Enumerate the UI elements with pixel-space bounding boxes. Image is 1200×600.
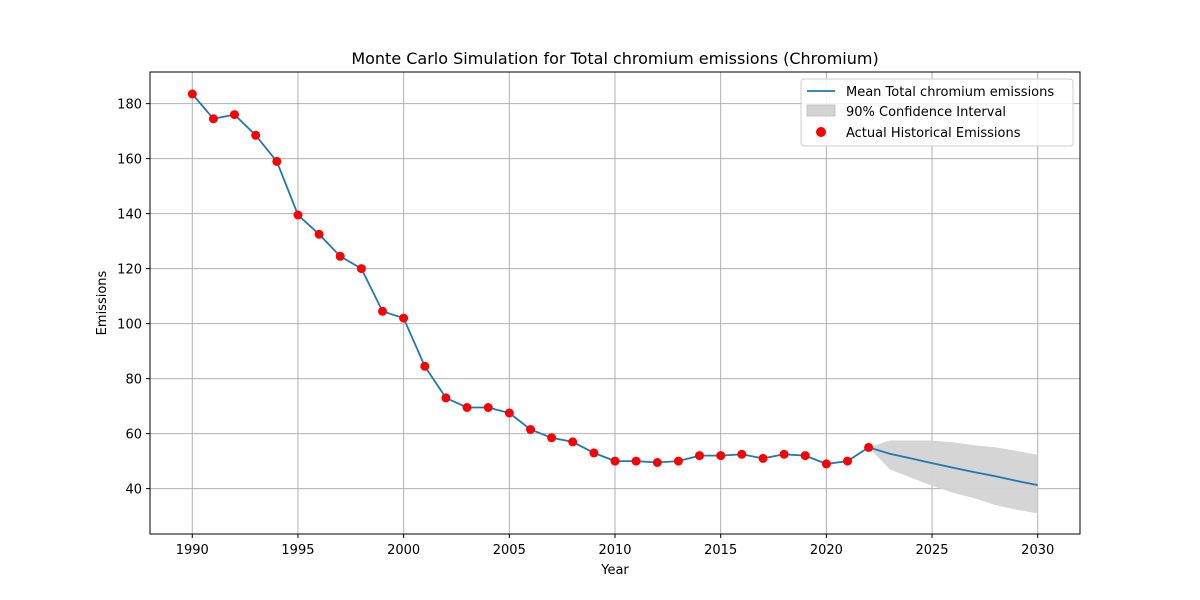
historical-point xyxy=(631,456,641,466)
y-tick-label: 120 xyxy=(117,263,142,278)
grid xyxy=(150,72,1080,534)
historical-point xyxy=(800,451,810,461)
historical-point xyxy=(695,451,704,461)
historical-point xyxy=(420,361,430,371)
x-tick-label: 2000 xyxy=(387,543,420,558)
y-tick-label: 60 xyxy=(125,428,142,443)
legend-marker-swatch xyxy=(816,127,826,137)
legend: Mean Total chromium emissions 90% Confid… xyxy=(800,78,1074,147)
x-tick-label: 2015 xyxy=(704,543,737,558)
historical-point xyxy=(441,393,451,403)
y-tick-label: 160 xyxy=(117,153,142,168)
x-tick-label: 1995 xyxy=(281,543,314,558)
historical-point xyxy=(462,403,472,412)
historical-point xyxy=(821,459,831,469)
y-tick-label: 100 xyxy=(117,318,142,333)
legend-box xyxy=(800,78,1074,147)
y-tick-label: 40 xyxy=(125,483,142,498)
historical-point xyxy=(378,306,387,316)
y-tick-label: 140 xyxy=(117,208,142,223)
y-axis-ticks: 40 60 80 100 120 140 160 180 xyxy=(117,98,150,498)
x-tick-label: 2030 xyxy=(1021,543,1054,558)
historical-points xyxy=(187,89,874,469)
historical-point xyxy=(272,156,282,166)
legend-label-actual: Actual Historical Emissions xyxy=(846,126,1021,141)
legend-label-interval: 90% Confidence Interval xyxy=(846,105,1006,120)
x-tick-label: 2010 xyxy=(598,543,631,558)
historical-point xyxy=(208,114,218,124)
x-tick-label: 2020 xyxy=(810,543,843,558)
historical-point xyxy=(737,449,747,459)
historical-point xyxy=(568,437,578,447)
historical-point xyxy=(187,89,197,99)
x-tick-label: 1990 xyxy=(176,543,209,558)
historical-point xyxy=(399,313,409,323)
historical-point xyxy=(251,130,261,140)
historical-point xyxy=(504,408,514,418)
historical-point xyxy=(230,110,239,120)
x-tick-label: 2025 xyxy=(915,543,948,558)
x-axis-label: Year xyxy=(600,563,629,578)
y-tick-label: 80 xyxy=(125,373,142,388)
historical-point xyxy=(652,458,662,467)
historical-point xyxy=(314,229,324,239)
legend-label-mean: Mean Total chromium emissions xyxy=(846,85,1054,100)
historical-point xyxy=(526,425,535,434)
historical-point xyxy=(293,210,303,220)
x-tick-label: 2005 xyxy=(493,543,526,558)
historical-point xyxy=(335,251,345,261)
historical-point xyxy=(843,456,852,466)
y-tick-label: 180 xyxy=(117,98,142,113)
historical-point xyxy=(483,403,493,412)
historical-point xyxy=(356,264,366,274)
historical-point xyxy=(716,451,726,461)
historical-point xyxy=(758,453,768,463)
historical-point xyxy=(547,433,557,443)
historical-point xyxy=(864,442,874,452)
y-axis-label: Emissions xyxy=(95,270,110,335)
historical-point xyxy=(589,448,599,458)
chart-title: Monte Carlo Simulation for Total chromiu… xyxy=(351,49,878,68)
legend-band-swatch xyxy=(806,104,836,117)
historical-point xyxy=(610,456,620,466)
x-axis-ticks: 1990 1995 2000 2005 2010 2015 2020 2025 2030 xyxy=(176,534,1054,558)
historical-point xyxy=(779,449,789,459)
historical-point xyxy=(673,456,683,466)
